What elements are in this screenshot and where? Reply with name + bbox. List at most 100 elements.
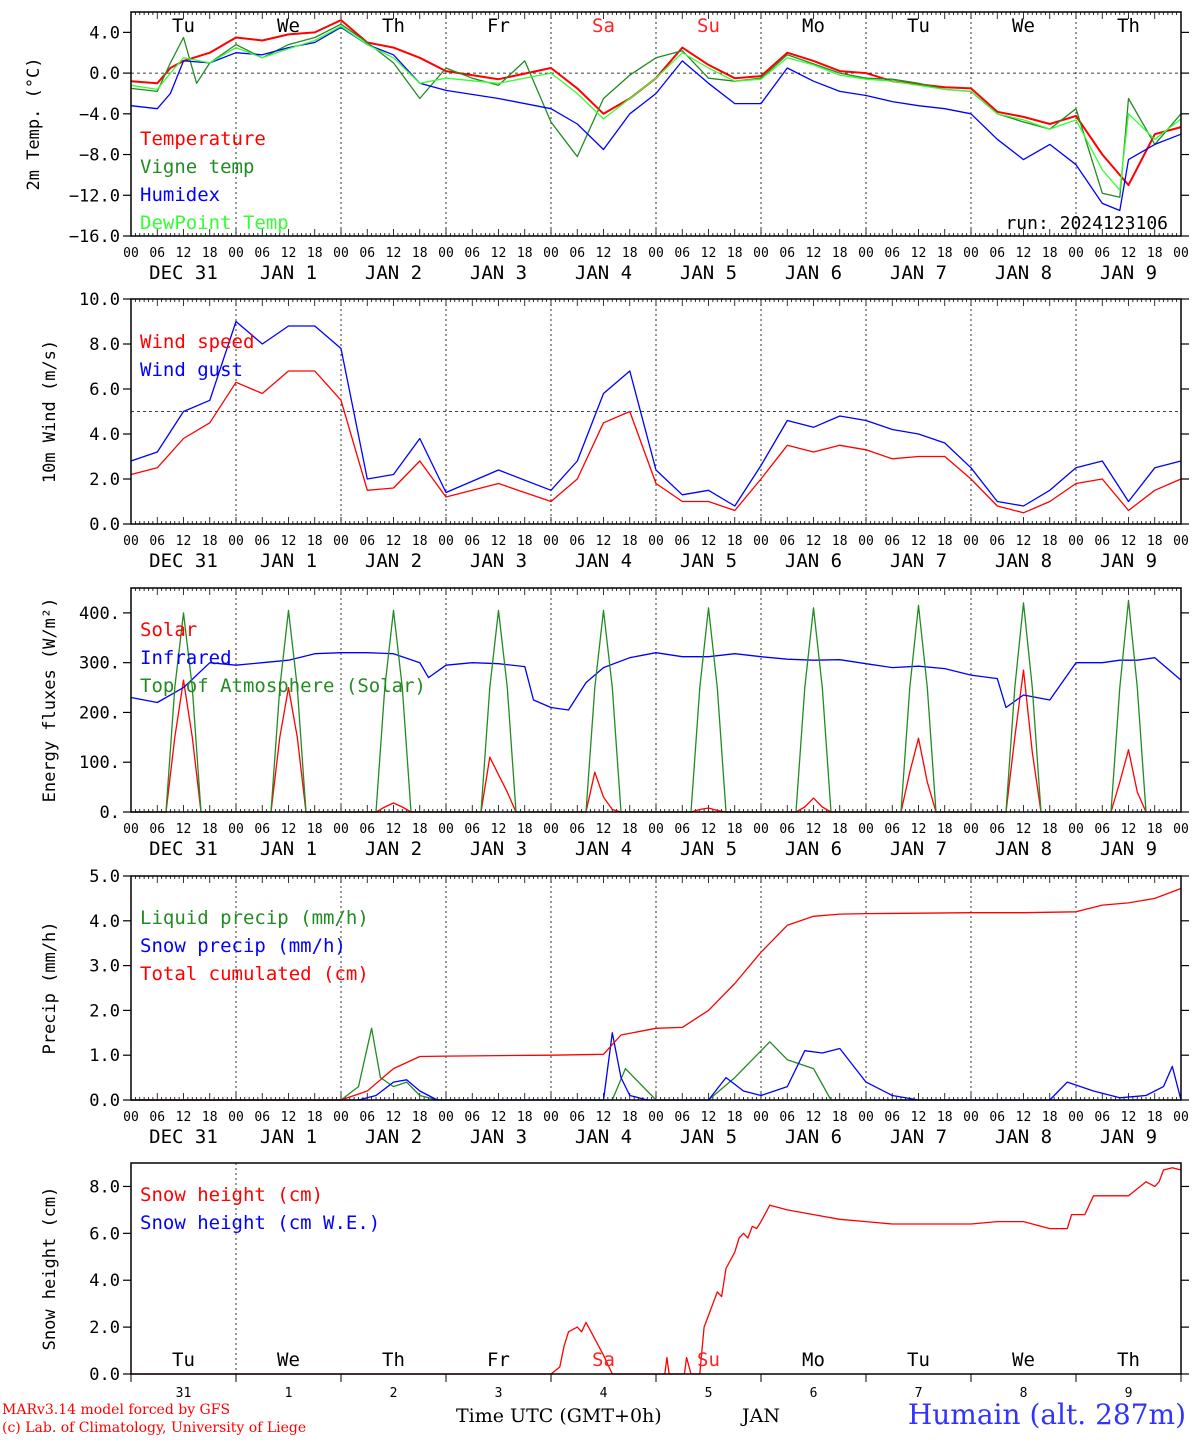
hour-label: 18 xyxy=(727,246,743,261)
hour-label: 18 xyxy=(517,822,533,837)
y-tick-label: 2.0 xyxy=(89,1318,120,1338)
y-tick-label: 2.0 xyxy=(89,470,120,490)
date-label: JAN 5 xyxy=(680,1126,737,1148)
hour-label: 00 xyxy=(963,822,979,837)
hour-label: 12 xyxy=(1016,534,1032,549)
hour-label: 12 xyxy=(281,1110,297,1125)
hour-label: 06 xyxy=(884,534,900,549)
hour-label: 06 xyxy=(779,534,795,549)
hour-label: 18 xyxy=(412,1110,428,1125)
date-label: JAN 1 xyxy=(260,262,317,284)
hour-label: 00 xyxy=(753,534,769,549)
day-name: Th xyxy=(1117,15,1140,37)
day-name: Tu xyxy=(172,15,195,37)
hour-label: 18 xyxy=(622,822,638,837)
legend-entry: Solar xyxy=(140,619,197,641)
hour-label: 18 xyxy=(517,246,533,261)
hour-label: 06 xyxy=(149,1110,165,1125)
hour-label: 12 xyxy=(386,246,402,261)
day-name: Sa xyxy=(592,15,615,37)
series-line-1-3 xyxy=(130,26,1182,212)
hour-label: 18 xyxy=(622,534,638,549)
series-line-4-2 xyxy=(131,1032,1182,1101)
hour-label: 12 xyxy=(806,246,822,261)
hour-label: 06 xyxy=(1094,822,1110,837)
date-label: JAN 7 xyxy=(890,550,947,572)
hour-label: 00 xyxy=(333,246,349,261)
hour-label: 06 xyxy=(884,1110,900,1125)
hour-label: 12 xyxy=(701,822,717,837)
hour-label: 00 xyxy=(333,1110,349,1125)
legend-entry: Top of Atmosphere (Solar) xyxy=(140,675,426,697)
hour-label: 12 xyxy=(1016,1110,1032,1125)
x-tick-label: 3 xyxy=(495,1386,503,1401)
date-label: JAN 6 xyxy=(785,838,842,860)
hour-label: 18 xyxy=(832,246,848,261)
hour-label: 18 xyxy=(517,1110,533,1125)
hour-label: 06 xyxy=(149,534,165,549)
hour-label: 06 xyxy=(1094,1110,1110,1125)
hour-label: 06 xyxy=(674,246,690,261)
series-line-3-3 xyxy=(131,599,1147,813)
hour-label: 00 xyxy=(753,1110,769,1125)
day-name: Mo xyxy=(802,15,825,37)
hour-label: 06 xyxy=(674,822,690,837)
hour-label: 00 xyxy=(648,534,664,549)
y-axis-label: 10m Wind (m/s) xyxy=(40,340,60,483)
date-label: JAN 9 xyxy=(1100,262,1157,284)
date-label: JAN 8 xyxy=(995,550,1052,572)
day-name: We xyxy=(1012,1349,1035,1371)
hour-label: 00 xyxy=(858,1110,874,1125)
hour-label: 12 xyxy=(806,534,822,549)
legend-entry: Humidex xyxy=(140,184,220,206)
hour-label: 12 xyxy=(1121,1110,1137,1125)
hour-label: 12 xyxy=(1016,822,1032,837)
legend-entry: Vigne temp xyxy=(140,156,254,178)
day-name: Tu xyxy=(907,1349,930,1371)
hour-label: 18 xyxy=(622,1110,638,1125)
hour-label: 18 xyxy=(307,822,323,837)
hour-label: 12 xyxy=(911,246,927,261)
hour-label: 18 xyxy=(727,822,743,837)
day-name: We xyxy=(1012,15,1035,37)
y-tick-label: 0.0 xyxy=(89,64,120,84)
hour-label: 06 xyxy=(989,822,1005,837)
series-line-1-4 xyxy=(130,25,1182,191)
lab-credit: (c) Lab. of Climatology, University of L… xyxy=(2,1420,307,1436)
y-tick-label: 6.0 xyxy=(89,380,120,400)
hour-label: 06 xyxy=(464,534,480,549)
hour-label: 06 xyxy=(779,246,795,261)
y-axis-label: Snow height (cm) xyxy=(40,1187,60,1351)
hour-label: 18 xyxy=(1147,246,1163,261)
date-label: JAN 3 xyxy=(470,838,527,860)
hour-label: 06 xyxy=(989,246,1005,261)
date-label: JAN 4 xyxy=(575,262,632,284)
legend-entry: DewPoint Temp xyxy=(140,212,289,234)
hour-label: 00 xyxy=(543,822,559,837)
legend-entry: Wind gust xyxy=(140,359,243,381)
run-annotation: run: 2024123106 xyxy=(1005,213,1168,234)
hour-label: 12 xyxy=(386,822,402,837)
y-tick-label: 4.0 xyxy=(89,23,120,43)
date-label: JAN 4 xyxy=(575,1126,632,1148)
hour-label: 00 xyxy=(858,822,874,837)
y-tick-label: −4.0 xyxy=(79,105,120,125)
hour-label: 18 xyxy=(937,822,953,837)
hour-label: 18 xyxy=(202,1110,218,1125)
date-label: JAN 1 xyxy=(260,838,317,860)
plot-frame xyxy=(130,587,1182,813)
y-tick-label: 0. xyxy=(100,803,120,823)
hour-label: 00 xyxy=(123,1110,139,1125)
hour-label: 06 xyxy=(464,246,480,261)
hour-label: 18 xyxy=(1147,1110,1163,1125)
series-line-2-1 xyxy=(130,370,1182,514)
day-name: Su xyxy=(697,1349,720,1371)
hour-label: 18 xyxy=(1147,822,1163,837)
date-label: DEC 31 xyxy=(149,262,218,284)
hour-label: 12 xyxy=(806,1110,822,1125)
hour-label: 00 xyxy=(753,246,769,261)
hour-label: 18 xyxy=(517,534,533,549)
day-name: Tu xyxy=(907,15,930,37)
date-label: JAN 2 xyxy=(365,262,422,284)
hour-label: 00 xyxy=(438,246,454,261)
